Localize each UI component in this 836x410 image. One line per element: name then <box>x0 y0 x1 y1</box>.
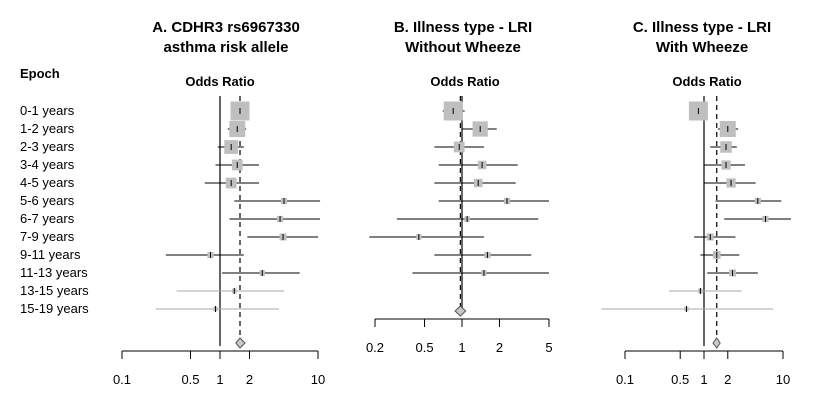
panel-c-overall-diamond <box>712 337 721 349</box>
panel-c-axis-label: Odds Ratio <box>672 74 742 89</box>
panel-c-tick-label-4: 10 <box>776 372 790 387</box>
epoch-heading: Epoch <box>20 66 60 81</box>
panel-b-tick-label-3: 2 <box>496 340 503 355</box>
panel-c-title-line2: With Wheeze <box>655 39 749 56</box>
row-label-3: 3-4 years <box>20 157 75 172</box>
panel-a-tick-label-4: 10 <box>311 372 325 387</box>
panel-c-title: C. Illness type - LRI With Wheeze <box>572 18 832 58</box>
panel-b-overall-diamond <box>454 305 467 317</box>
panel-a-title-line1: A. CDHR3 rs6967330 <box>152 19 300 36</box>
panel-a-title: A. CDHR3 rs6967330 asthma risk allele <box>96 18 356 58</box>
panel-a-overall-diamond <box>235 337 246 349</box>
row-label-4: 4-5 years <box>20 175 75 190</box>
panel-b-axis-label: Odds Ratio <box>430 74 500 89</box>
panel-a-tick-label-1: 0.5 <box>181 372 199 387</box>
row-label-1: 1-2 years <box>20 121 75 136</box>
panel-b-title-line1: B. Illness type - LRI <box>393 19 533 36</box>
panel-b-tick-label-0: 0.2 <box>366 340 384 355</box>
panel-c-tick-label-1: 0.5 <box>671 372 689 387</box>
row-label-2: 2-3 years <box>20 139 75 154</box>
panel-c-title-line1: C. Illness type - LRI <box>632 19 772 36</box>
row-label-5: 5-6 years <box>20 193 75 208</box>
panel-c-tick-label-3: 2 <box>724 372 731 387</box>
panel-b-title-line2: Without Wheeze <box>405 39 521 56</box>
row-label-11: 15-19 years <box>20 301 89 316</box>
row-label-6: 6-7 years <box>20 211 75 226</box>
row-label-7: 7-9 years <box>20 229 75 244</box>
panel-b-tick-label-1: 0.5 <box>415 340 433 355</box>
panel-a-tick-label-3: 2 <box>246 372 253 387</box>
row-label-9: 11-13 years <box>20 265 88 280</box>
row-label-8: 9-11 years <box>20 247 81 262</box>
panel-a-title-line2: asthma risk allele <box>163 39 289 56</box>
panel-b-title: B. Illness type - LRI Without Wheeze <box>333 18 593 58</box>
panel-c-tick-label-2: 1 <box>700 372 707 387</box>
row-label-10: 13-15 years <box>20 283 89 298</box>
panel-c-tick-label-0: 0.1 <box>616 372 634 387</box>
panel-a-tick-label-0: 0.1 <box>113 372 131 387</box>
panel-a-axis-label: Odds Ratio <box>185 74 255 89</box>
row-label-0: 0-1 years <box>20 103 75 118</box>
panel-a-tick-label-2: 1 <box>216 372 223 387</box>
panel-b-tick-label-4: 5 <box>545 340 552 355</box>
panel-b-tick-label-2: 1 <box>458 340 465 355</box>
